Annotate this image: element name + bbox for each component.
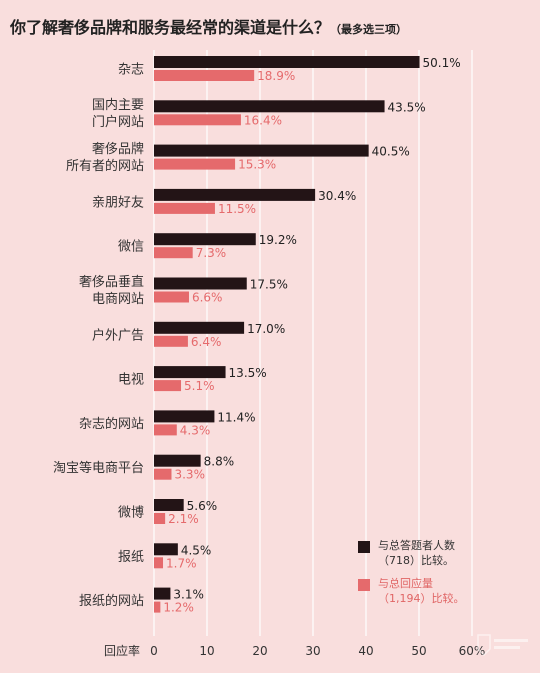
legend-swatch-dark <box>358 541 370 553</box>
category-label: 报纸 <box>118 550 144 565</box>
bar-total-responses <box>154 158 236 170</box>
x-tick-label: 0 <box>150 644 158 658</box>
category-label: 亲朋好友 <box>92 194 144 210</box>
value-label: 6.6% <box>192 291 223 305</box>
legend-label-line2: （1,194）比较。 <box>378 592 465 605</box>
bar-total-respondents <box>154 100 385 113</box>
category-label: 奢侈品垂直 <box>79 275 144 290</box>
value-label: 16.4% <box>244 113 282 127</box>
value-label: 1.2% <box>163 601 194 615</box>
value-label: 11.4% <box>217 410 255 424</box>
bar-total-responses <box>154 468 172 480</box>
category-label: 电视 <box>118 373 144 388</box>
bar-total-responses <box>154 601 161 613</box>
bar-total-responses <box>154 557 164 569</box>
bar-total-respondents <box>154 321 245 334</box>
watermark-logo <box>477 634 528 657</box>
value-label: 17.0% <box>247 322 285 336</box>
legend-item-total-respondents: 与总答题者人数 （718）比较。 <box>358 538 465 568</box>
value-label: 43.5% <box>388 100 426 114</box>
x-tick-label: 10 <box>199 644 214 658</box>
bar-total-responses <box>154 424 177 436</box>
bar-total-respondents <box>154 188 316 201</box>
category-label: 微博 <box>118 506 144 521</box>
value-label: 5.6% <box>187 499 218 513</box>
category-label: 国内主要 <box>92 97 144 113</box>
title-main: 你了解奢侈品牌和服务最经常的渠道是什么？ <box>10 18 331 37</box>
x-tick-label: 50 <box>411 644 426 658</box>
bar-total-responses <box>154 70 255 81</box>
category-label: 电商网站 <box>92 292 144 307</box>
title-note: （最多选三项） <box>330 23 408 36</box>
category-label: 淘宝等电商平台 <box>53 460 144 476</box>
value-label: 19.2% <box>259 233 297 247</box>
value-label: 7.3% <box>196 246 227 260</box>
legend-item-total-responses: 与总回应量 （1,194）比较。 <box>358 576 465 606</box>
value-label: 2.1% <box>168 512 199 526</box>
bar-total-responses <box>154 380 182 392</box>
x-tick-label: 20 <box>252 644 267 658</box>
bar-total-responses <box>154 202 215 214</box>
legend-label-line1: 与总答题者人数 <box>378 539 455 552</box>
bar-total-respondents <box>154 587 171 600</box>
bar-total-respondents <box>154 56 420 68</box>
category-label: 杂志 <box>118 63 144 78</box>
value-label: 15.3% <box>238 158 276 172</box>
value-label: 50.1% <box>423 56 461 70</box>
value-label: 8.8% <box>204 455 235 469</box>
bar-total-responses <box>154 291 189 303</box>
bar-total-responses <box>154 513 166 524</box>
value-label: 4.5% <box>181 543 212 557</box>
value-label: 1.7% <box>166 556 197 570</box>
bar-total-respondents <box>154 366 226 379</box>
legend: 与总答题者人数 （718）比较。 与总回应量 （1,194）比较。 <box>358 538 465 614</box>
value-label: 6.4% <box>191 335 222 349</box>
chart-title: 你了解奢侈品牌和服务最经常的渠道是什么？（最多选三项） <box>10 14 407 38</box>
category-label: 门户网站 <box>92 114 144 130</box>
category-label: 户外广告 <box>92 327 144 343</box>
value-label: 17.5% <box>250 278 288 292</box>
value-label: 18.9% <box>257 69 295 83</box>
bar-total-respondents <box>154 499 184 511</box>
bar-total-respondents <box>154 277 247 290</box>
value-label: 11.5% <box>218 202 256 216</box>
value-label: 5.1% <box>184 379 215 393</box>
category-label: 所有者的网站 <box>66 158 144 174</box>
category-label: 微信 <box>118 240 144 255</box>
bar-total-responses <box>154 335 188 347</box>
x-axis-label: 回应率 <box>104 643 140 658</box>
legend-swatch-red <box>358 579 370 591</box>
bar-total-responses <box>154 114 241 126</box>
bar-total-respondents <box>154 410 215 423</box>
value-label: 4.3% <box>180 423 211 437</box>
value-label: 3.1% <box>173 588 204 602</box>
value-label: 40.5% <box>372 145 410 159</box>
x-tick-label: 30 <box>305 644 320 658</box>
bar-total-responses <box>154 247 193 259</box>
value-label: 3.3% <box>174 468 205 482</box>
category-label: 奢侈品牌 <box>92 141 144 157</box>
x-tick-label: 40 <box>358 644 373 658</box>
legend-label-line2: （718）比较。 <box>378 554 454 567</box>
bar-total-respondents <box>154 543 178 556</box>
category-label: 杂志的网站 <box>79 416 144 432</box>
bar-total-respondents <box>154 144 369 157</box>
value-label: 13.5% <box>229 366 267 380</box>
bar-total-respondents <box>154 454 201 467</box>
value-label: 30.4% <box>318 189 356 203</box>
category-label: 报纸的网站 <box>79 593 144 609</box>
bar-total-respondents <box>154 233 256 246</box>
legend-label-line1: 与总回应量 <box>378 577 433 590</box>
